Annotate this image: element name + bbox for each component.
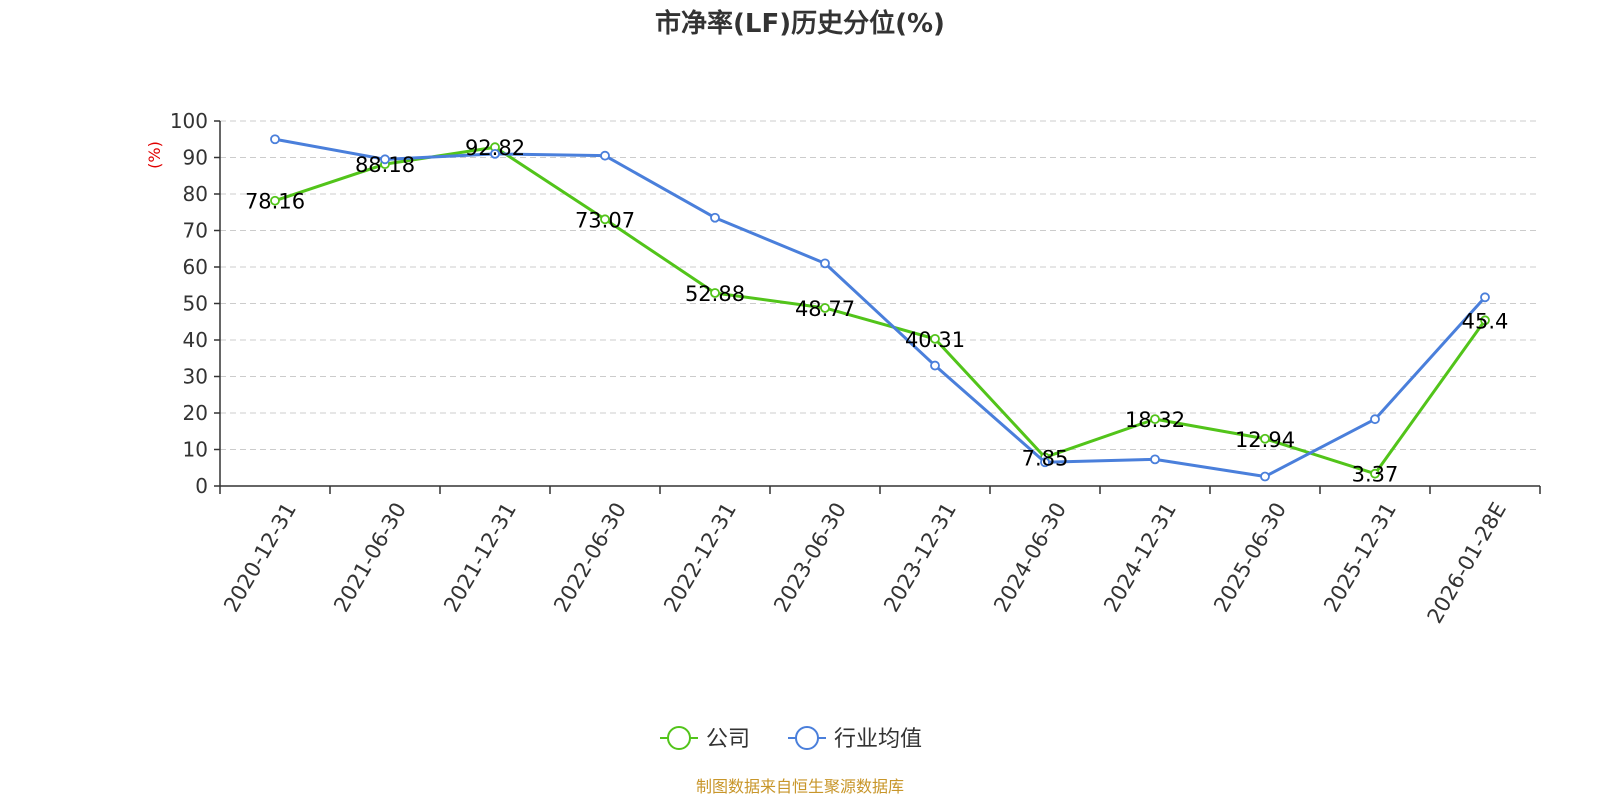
y-tick-label: 40 [183,328,208,352]
legend-item[interactable]: 公司 [660,726,750,752]
data-point [1040,457,1050,468]
data-label: 7.85 [1022,446,1069,470]
data-point [1370,468,1380,479]
data-point [710,212,720,223]
data-point [270,195,280,206]
x-ticks: 2020-12-31 2021-06-30 2021-12-31 2022-06-30… [219,486,1541,628]
data-point [490,148,500,159]
source-note: 制图数据来自恒生聚源数据库 [696,777,904,796]
series-group [270,134,1490,482]
legend-marker [667,726,691,750]
data-label: 88.18 [355,153,415,177]
data-label: 48.77 [795,297,855,321]
x-tick-label: 2021-12-31 [439,498,521,616]
data-point [380,154,390,165]
x-tick-label: 2025-06-30 [1209,498,1291,616]
data-point [710,288,720,298]
y-tick-label: 30 [183,365,208,389]
data-point [820,258,830,269]
data-point [820,303,830,313]
data-label: 73.07 [575,208,635,232]
x-tick-label: 2024-06-30 [989,498,1071,616]
data-point [1150,454,1160,465]
data-label: 18.32 [1125,408,1185,432]
x-tick-label: 2022-06-30 [549,498,631,616]
data-point [600,150,610,161]
x-tick-label: 2023-12-31 [879,498,961,616]
y-tick-label: 50 [183,292,208,316]
data-point [600,214,610,225]
data-label: 12.94 [1235,428,1295,452]
data-point [270,134,280,145]
legend-label: 行业均值 [834,727,922,752]
data-label: 52.88 [685,282,745,306]
y-tick-label: 70 [183,219,208,243]
data-point [1480,292,1490,303]
data-point [1150,414,1160,425]
y-tick-label: 20 [183,401,208,425]
x-tick-label: 2022-12-31 [659,498,741,616]
series-line-company [274,145,1487,476]
data-label: 3.37 [1352,463,1399,487]
x-tick-label: 2026-01-28E [1423,498,1511,627]
y-tick-label: 0 [195,474,208,498]
data-point [1260,471,1270,482]
chart-title: 市净率(LF)历史分位(%) [655,8,945,39]
data-point [1260,433,1270,444]
y-axis-label: (%) [145,141,164,169]
x-tick-label: 2023-06-30 [769,498,851,616]
data-label: 45.4 [1462,309,1509,333]
x-tick-label: 2024-12-31 [1099,498,1181,616]
data-point [1370,414,1380,425]
x-tick-label: 2025-12-31 [1319,498,1401,616]
y-ticks: 0 10 20 30 40 50 60 70 80 90 100 [170,109,220,498]
data-label: 92.82 [465,136,525,160]
data-label: 78.16 [245,190,305,214]
legend-item[interactable]: 行业均值 [788,726,922,752]
grid-lines [220,120,1540,450]
data-point [930,360,940,371]
legend-marker [795,726,819,750]
x-tick-label: 2021-06-30 [329,498,411,616]
y-tick-label: 10 [183,438,208,462]
series-line-industry-average [274,137,1487,479]
y-tick-label: 60 [183,255,208,279]
y-tick-label: 80 [183,182,208,206]
y-tick-label: 100 [170,109,208,133]
legend[interactable]: 公司 行业均值 [660,726,922,752]
y-tick-label: 90 [183,146,208,170]
data-label: 40.31 [905,328,965,352]
data-labels: 78.16 88.18 92.82 73.07 52.88 48.77 40.31 7.85 1… [245,136,1508,486]
legend-label: 公司 [706,727,750,752]
data-point [1480,315,1490,326]
x-tick-label: 2020-12-31 [219,498,301,616]
data-point [930,333,940,344]
